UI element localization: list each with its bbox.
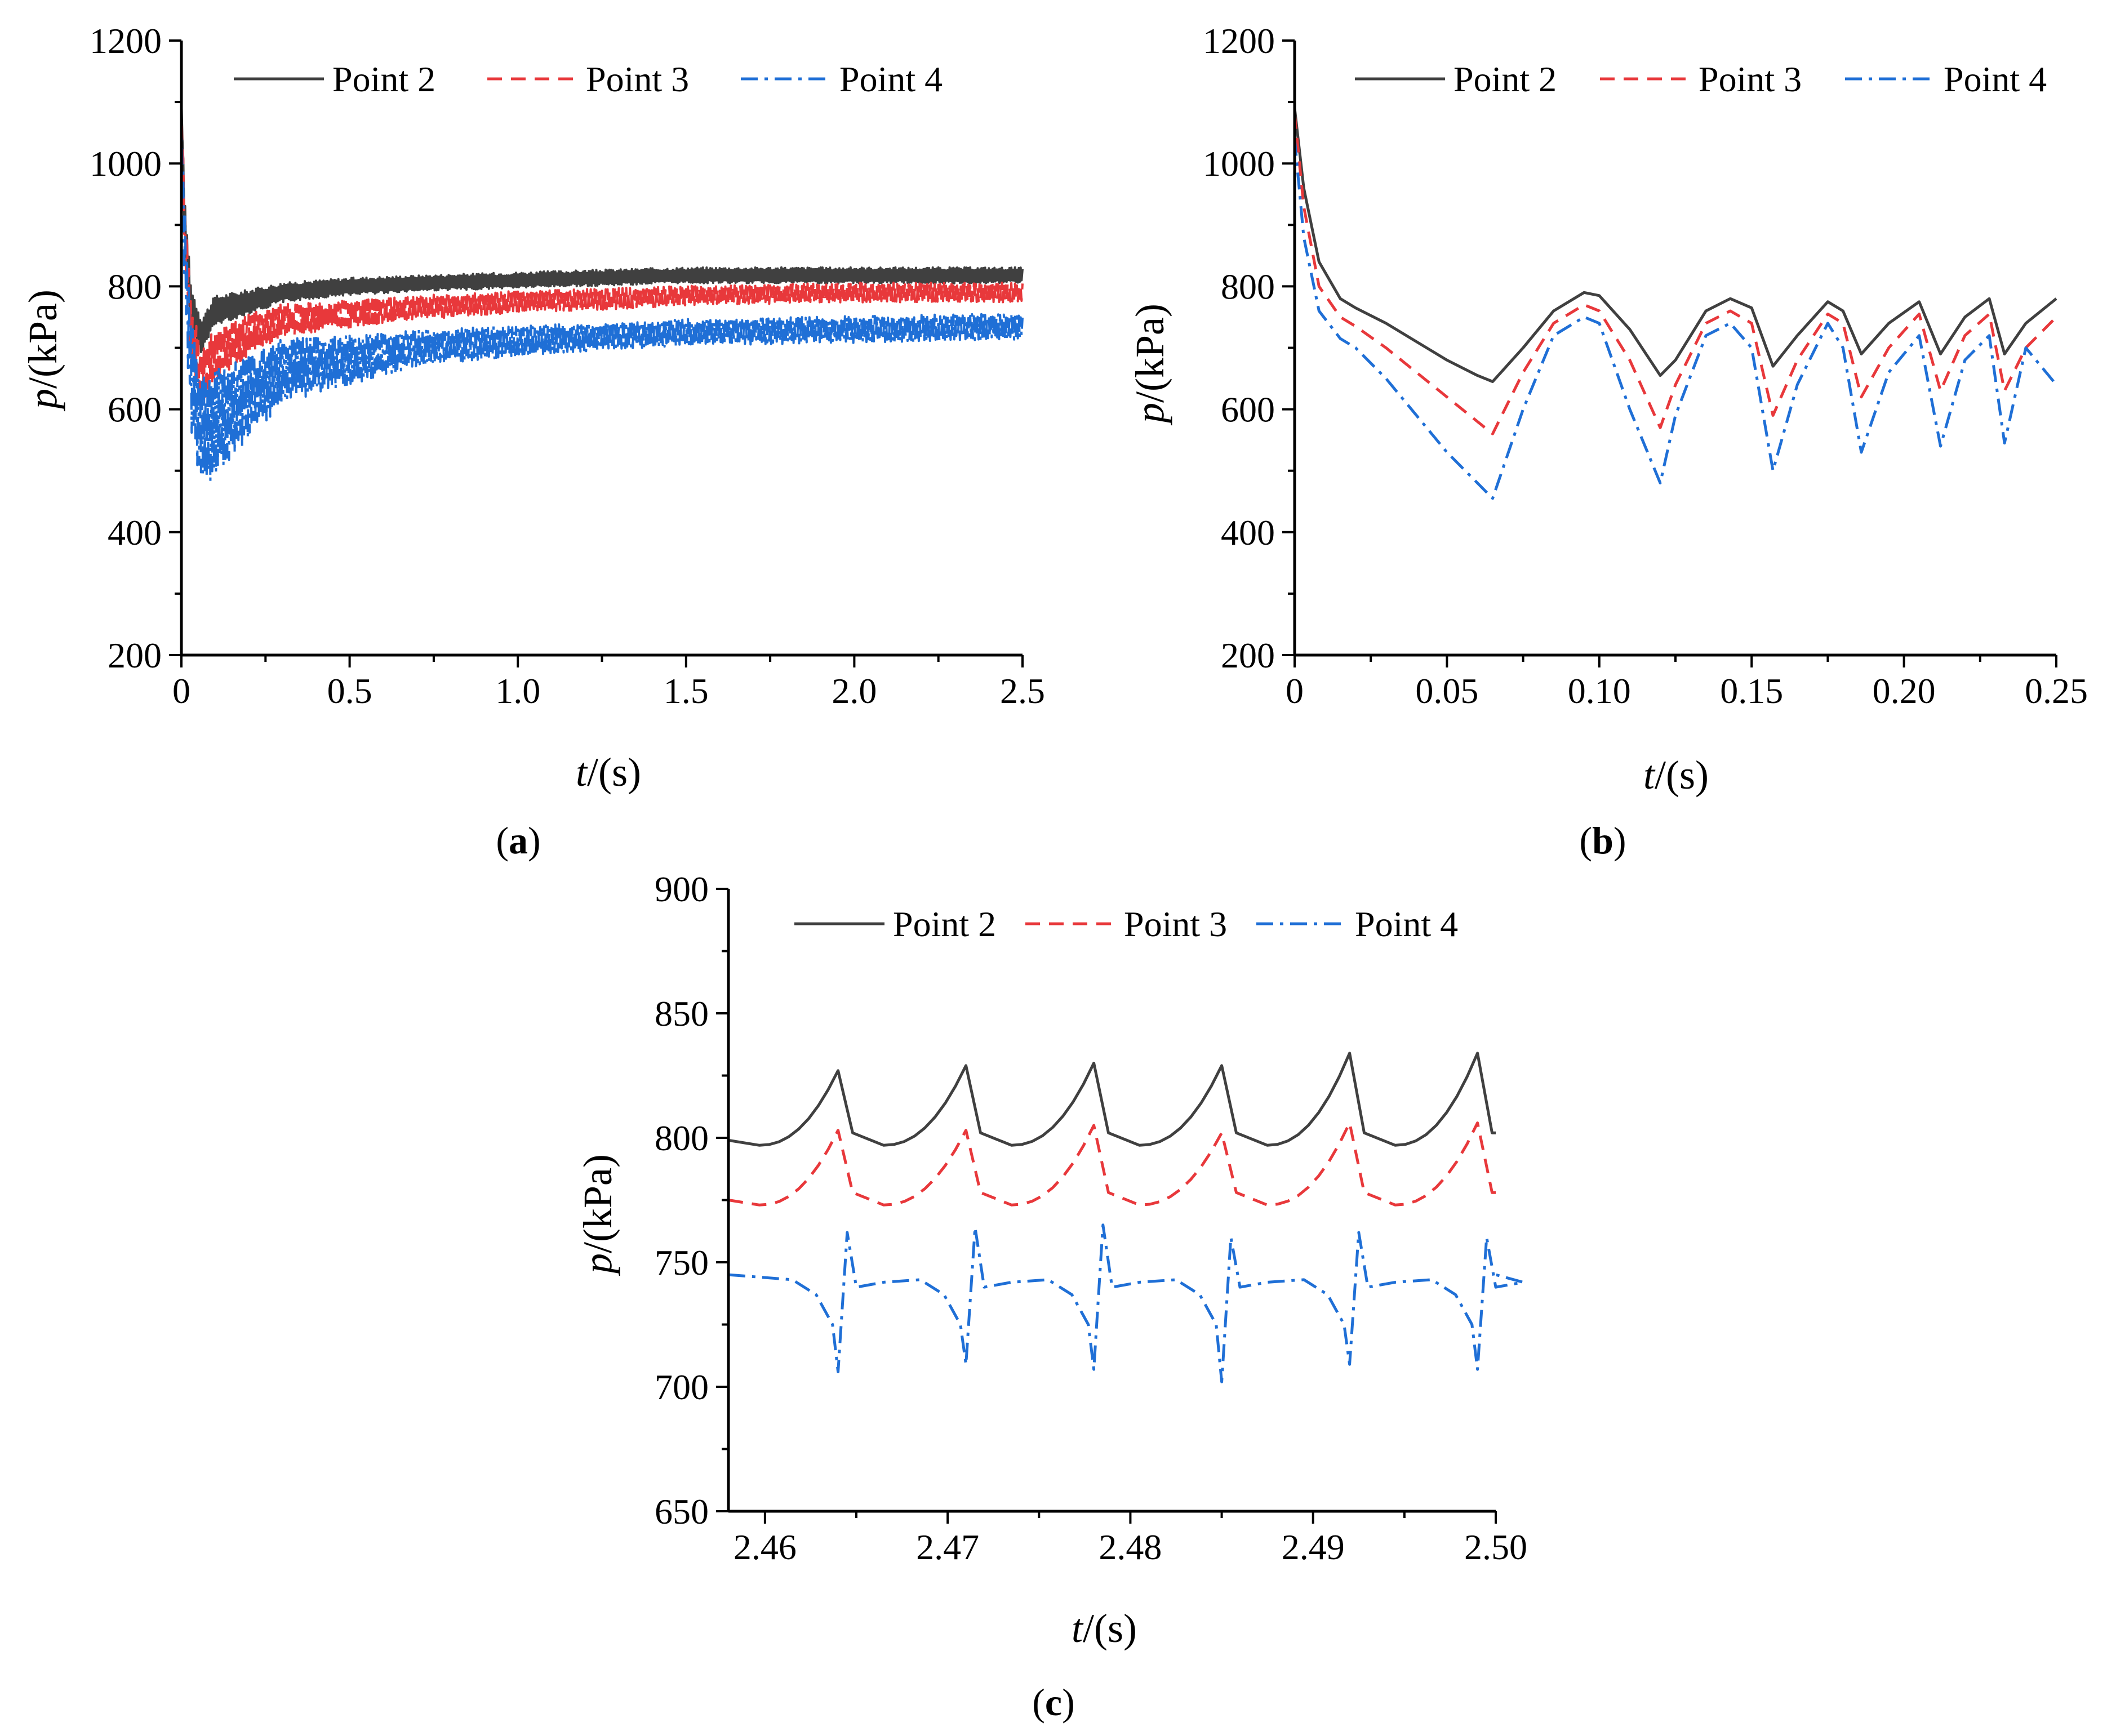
x-tick-label-a: 1.5 — [664, 671, 709, 711]
chart-panel-c: 2.46 2.47 2.48 2.49 2.50 650 700 750 800 850 900 P… — [575, 869, 1527, 1724]
x-axis-title-a: t/(s) — [576, 750, 641, 795]
y-tick-label-b: 400 — [1221, 513, 1275, 553]
y-tick-label-a: 1200 — [90, 21, 162, 61]
legend-label-b-3: Point 3 — [1699, 59, 1802, 99]
x-tick-label-b: 0 — [1286, 671, 1304, 711]
x-tick-label-c: 2.49 — [1282, 1527, 1345, 1567]
x-tick-label-c: 2.46 — [734, 1527, 797, 1567]
x-axis-title-c: t/(s) — [1072, 1606, 1137, 1651]
legend-label-a-2: Point 2 — [332, 59, 435, 99]
series-layer-c — [728, 1052, 1525, 1383]
legend-a: Point 2 Point 3 Point 4 — [234, 59, 943, 99]
x-tick-label-a: 2.0 — [832, 671, 877, 711]
series-layer-a — [180, 96, 1024, 483]
series-line-a-2 — [180, 96, 1024, 353]
x-tick-label-a: 1.0 — [495, 671, 540, 711]
y-tick-label-c: 700 — [655, 1367, 709, 1407]
y-tick-label-a: 200 — [108, 635, 162, 675]
y-tick-label-a: 800 — [108, 266, 162, 306]
series-line-b-4 — [1293, 139, 2057, 500]
legend-label-a-4: Point 4 — [839, 59, 943, 99]
y-tick-label-c: 800 — [655, 1118, 709, 1158]
x-tick-label-b: 0.20 — [1873, 671, 1936, 711]
y-tick-label-c: 900 — [655, 869, 709, 909]
panel-label-b: (b) — [1579, 819, 1626, 862]
axes-layer-a: 0 0.5 1.0 1.5 2.0 2.5 200 400 600 800 1000 1200 — [90, 21, 1045, 711]
y-axis-title-a: p/(kPa) — [20, 290, 65, 412]
y-tick-label-c: 750 — [655, 1243, 709, 1283]
legend-label-c-2: Point 2 — [893, 904, 996, 944]
y-tick-label-b: 1000 — [1203, 144, 1275, 184]
legend-label-c-4: Point 4 — [1355, 904, 1458, 944]
series-line-c-4 — [728, 1223, 1525, 1383]
y-tick-label-a: 1000 — [90, 144, 162, 184]
legend-label-a-3: Point 3 — [586, 59, 689, 99]
series-line-a-3 — [180, 102, 1024, 403]
series-line-b-3 — [1293, 114, 2057, 435]
legend-label-b-4: Point 4 — [1944, 59, 2047, 99]
y-tick-label-b: 1200 — [1203, 21, 1275, 61]
x-tick-label-c: 2.47 — [916, 1527, 979, 1567]
series-layer-b — [1293, 108, 2057, 500]
x-tick-label-a: 2.5 — [1000, 671, 1045, 711]
series-line-b-2 — [1293, 108, 2057, 383]
y-axis-title-c: p/(kPa) — [575, 1154, 620, 1276]
legend-c: Point 2 Point 3 Point 4 — [794, 904, 1458, 944]
axes-layer-b: 0 0.05 0.10 0.15 0.20 0.25 200 400 600 800 1000 120… — [1203, 21, 2088, 711]
series-line-a-4 — [180, 114, 1024, 483]
x-tick-label-c: 2.48 — [1099, 1527, 1162, 1567]
legend-b: Point 2 Point 3 Point 4 — [1355, 59, 2047, 99]
y-tick-label-a: 600 — [108, 390, 162, 430]
y-tick-label-c: 650 — [655, 1492, 709, 1532]
chart-panel-a: 0 0.5 1.0 1.5 2.0 2.5 200 400 600 800 1000 1200 Poi… — [20, 21, 1045, 862]
y-tick-label-c: 850 — [655, 994, 709, 1034]
y-tick-label-b: 200 — [1221, 635, 1275, 675]
series-line-c-2 — [728, 1052, 1496, 1147]
legend-label-c-3: Point 3 — [1124, 904, 1227, 944]
chart-panel-b: 0 0.05 0.10 0.15 0.20 0.25 200 400 600 800 1000 120… — [1127, 21, 2088, 862]
y-tick-label-a: 400 — [108, 513, 162, 553]
y-tick-label-b: 600 — [1221, 390, 1275, 430]
x-axis-title-b: t/(s) — [1643, 753, 1709, 798]
panel-label-a: (a) — [496, 819, 540, 862]
series-line-c-3 — [728, 1121, 1496, 1207]
x-tick-label-c: 2.50 — [1464, 1527, 1527, 1567]
x-tick-label-b: 0.05 — [1415, 671, 1478, 711]
x-tick-label-a: 0 — [172, 671, 190, 711]
x-tick-label-a: 0.5 — [327, 671, 372, 711]
x-tick-label-b: 0.15 — [1720, 671, 1783, 711]
x-tick-label-b: 0.10 — [1568, 671, 1631, 711]
y-tick-label-b: 800 — [1221, 266, 1275, 306]
panel-label-c: (c) — [1032, 1681, 1075, 1724]
x-tick-label-b: 0.25 — [2025, 671, 2088, 711]
legend-label-b-2: Point 2 — [1453, 59, 1557, 99]
y-axis-title-b: p/(kPa) — [1127, 304, 1172, 426]
axes-layer-c: 2.46 2.47 2.48 2.49 2.50 650 700 750 800 850 900 — [655, 869, 1527, 1567]
